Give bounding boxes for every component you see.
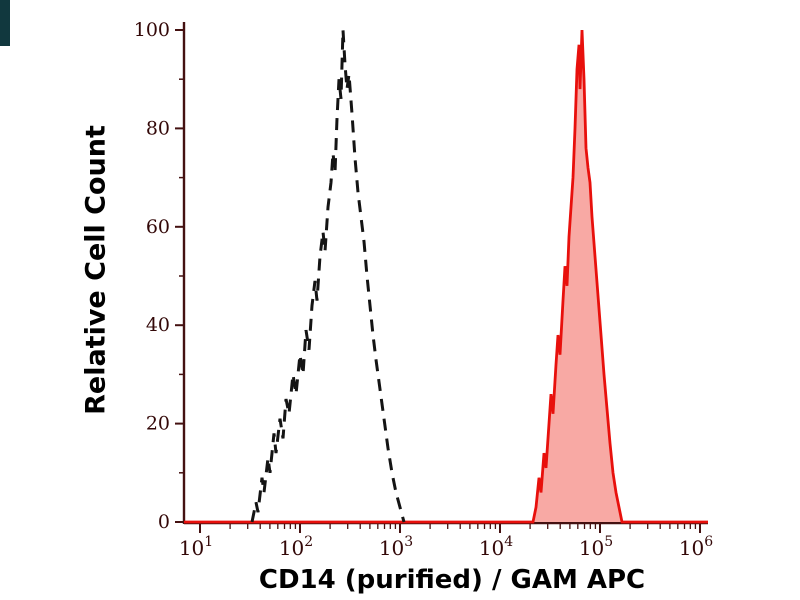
y-axis-title: Relative Cell Count [80, 125, 112, 415]
y-tick-label: 20 [146, 413, 170, 435]
x-tick-label: 102 [279, 534, 313, 560]
axes: 0 20 40 60 80 100 101 102 103 104 105 106 [134, 19, 714, 560]
y-tick-label: 80 [146, 117, 170, 139]
control-histogram-dashed [250, 29, 406, 523]
stained-histogram-outline [184, 29, 708, 524]
corner-artifact [0, 0, 10, 46]
x-tick-label: 106 [679, 534, 713, 560]
x-tick-label: 105 [579, 534, 613, 560]
y-tick-label: 100 [134, 19, 170, 41]
x-tick-label: 104 [479, 534, 513, 560]
x-axis-title: CD14 (purified) / GAM APC [258, 565, 646, 595]
x-tick-label: 101 [179, 534, 213, 560]
x-tick-label: 103 [379, 534, 413, 560]
y-tick-label: 40 [146, 314, 170, 336]
y-tick-label: 0 [158, 511, 170, 533]
y-tick-label: 60 [146, 216, 170, 238]
